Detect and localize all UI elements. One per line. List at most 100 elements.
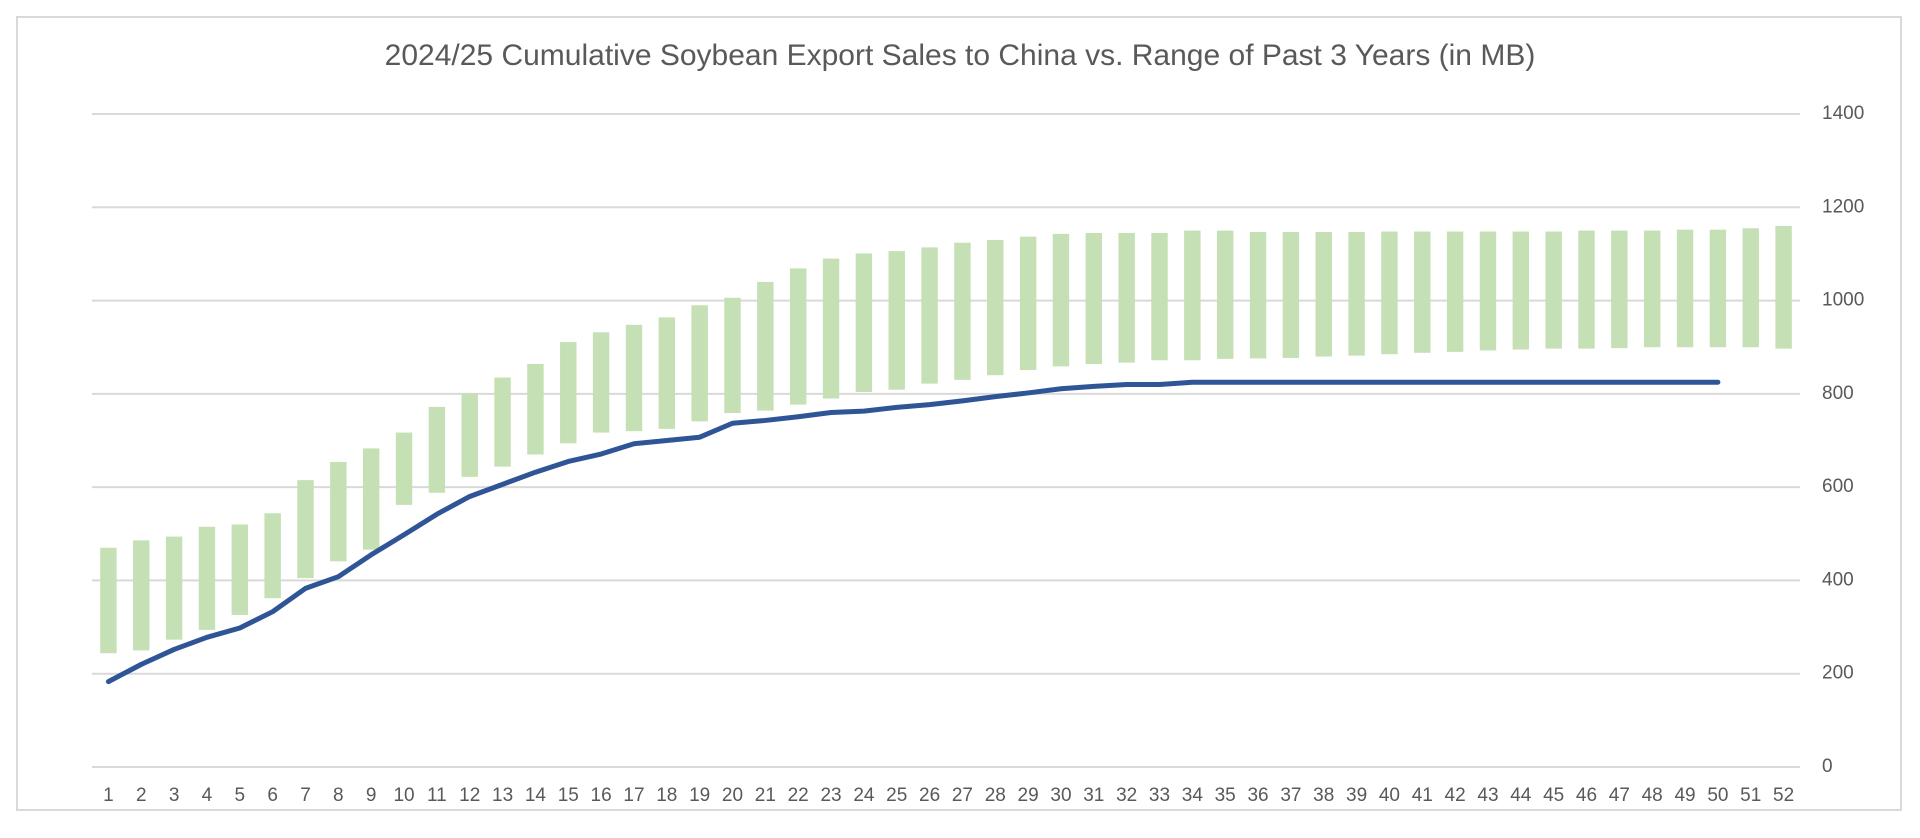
x-tick-label: 23: [820, 785, 841, 806]
y-tick-label: 1400: [1822, 103, 1864, 124]
range-bar: [1052, 233, 1070, 367]
x-tick-label: 52: [1773, 785, 1794, 806]
range-bar: [231, 524, 249, 615]
range-bar: [461, 393, 478, 477]
x-tick-label: 1: [103, 785, 114, 806]
range-bar: [264, 513, 281, 599]
range-bar: [757, 281, 774, 411]
range-bar: [1151, 232, 1168, 361]
range-bar: [1643, 230, 1661, 348]
x-tick-label: 44: [1510, 785, 1532, 806]
range-bar: [133, 540, 150, 651]
x-tick-label: 51: [1740, 785, 1761, 806]
x-tick-label: 4: [202, 785, 213, 806]
range-bar: [560, 342, 577, 444]
range-bar: [428, 406, 446, 493]
range-bar: [1348, 232, 1365, 356]
x-tick-label: 2: [136, 785, 147, 806]
range-bar: [494, 377, 511, 467]
x-tick-label: 37: [1280, 785, 1301, 806]
x-tick-label: 24: [853, 785, 875, 806]
x-tick-label: 25: [886, 785, 907, 806]
x-tick-label: 6: [267, 785, 278, 806]
x-tick-label: 17: [623, 785, 644, 806]
range-bar: [362, 448, 380, 550]
y-tick-label: 600: [1822, 476, 1854, 497]
x-tick-label: 12: [459, 785, 480, 806]
chart-border: [16, 16, 1902, 811]
range-bar: [1249, 232, 1267, 359]
x-tick-label: 27: [952, 785, 973, 806]
range-bar: [1611, 230, 1628, 349]
range-bar: [198, 526, 216, 630]
range-bar: [1315, 232, 1332, 357]
range-bar: [1545, 231, 1562, 349]
x-tick-label: 40: [1379, 785, 1400, 806]
x-tick-label: 47: [1609, 785, 1630, 806]
range-bar: [691, 305, 708, 422]
x-tick-label: 10: [393, 785, 414, 806]
x-tick-label: 14: [525, 785, 547, 806]
x-tick-label: 49: [1674, 785, 1695, 806]
range-bar: [395, 432, 413, 505]
x-tick-label: 41: [1412, 785, 1433, 806]
x-tick-label: 38: [1313, 785, 1334, 806]
range-bar: [954, 242, 971, 380]
range-bar: [297, 480, 314, 579]
x-tick-label: 13: [492, 785, 513, 806]
range-bar: [724, 297, 741, 413]
range-bar: [527, 364, 544, 455]
x-tick-label: 28: [985, 785, 1006, 806]
range-bar: [1216, 230, 1234, 359]
range-bar: [1381, 231, 1398, 355]
x-tick-label: 39: [1346, 785, 1367, 806]
range-bar: [100, 547, 117, 654]
range-bar: [1446, 231, 1464, 352]
range-bar: [330, 461, 347, 562]
x-tick-label: 48: [1642, 785, 1663, 806]
x-tick-label: 31: [1083, 785, 1104, 806]
x-tick-label: 50: [1707, 785, 1728, 806]
y-tick-label: 800: [1822, 383, 1854, 404]
range-bar: [625, 324, 643, 432]
range-bar: [987, 239, 1004, 376]
y-tick-label: 200: [1822, 663, 1854, 684]
range-bar: [1184, 230, 1201, 361]
range-bar: [1282, 232, 1300, 358]
x-tick-label: 26: [919, 785, 940, 806]
range-bar: [658, 317, 676, 429]
x-tick-label: 36: [1247, 785, 1268, 806]
range-bar: [1019, 236, 1037, 371]
range-bar: [822, 258, 840, 399]
range-bar: [1479, 231, 1497, 351]
range-bar: [855, 253, 873, 392]
x-tick-label: 16: [591, 785, 612, 806]
line: [105, 379, 1721, 685]
x-tick-label: 18: [656, 785, 677, 806]
range-bar: [592, 332, 610, 433]
x-tick-label: 45: [1543, 785, 1564, 806]
range-bar: [1118, 232, 1135, 363]
x-tick-label: 35: [1215, 785, 1236, 806]
range-bar: [1578, 230, 1595, 349]
x-tick-label: 34: [1182, 785, 1204, 806]
x-tick-label: 46: [1576, 785, 1597, 806]
chart-title: 2024/25 Cumulative Soybean Export Sales …: [385, 39, 1536, 72]
range-bar: [789, 268, 807, 405]
range-bar: [1709, 229, 1727, 348]
range-bar: [1742, 228, 1759, 348]
range-bar: [1085, 232, 1103, 365]
range-bar: [1414, 231, 1431, 353]
x-tick-label: 21: [755, 785, 776, 806]
x-tick-label: 32: [1116, 785, 1137, 806]
y-tick-label: 400: [1822, 569, 1854, 590]
range-bar: [888, 251, 905, 390]
x-tick-label: 7: [300, 785, 311, 806]
range-bar: [165, 536, 183, 640]
x-tick-label: 33: [1149, 785, 1170, 806]
x-tick-label: 9: [366, 785, 377, 806]
range-bar: [1775, 225, 1792, 349]
x-tick-label: 22: [788, 785, 809, 806]
